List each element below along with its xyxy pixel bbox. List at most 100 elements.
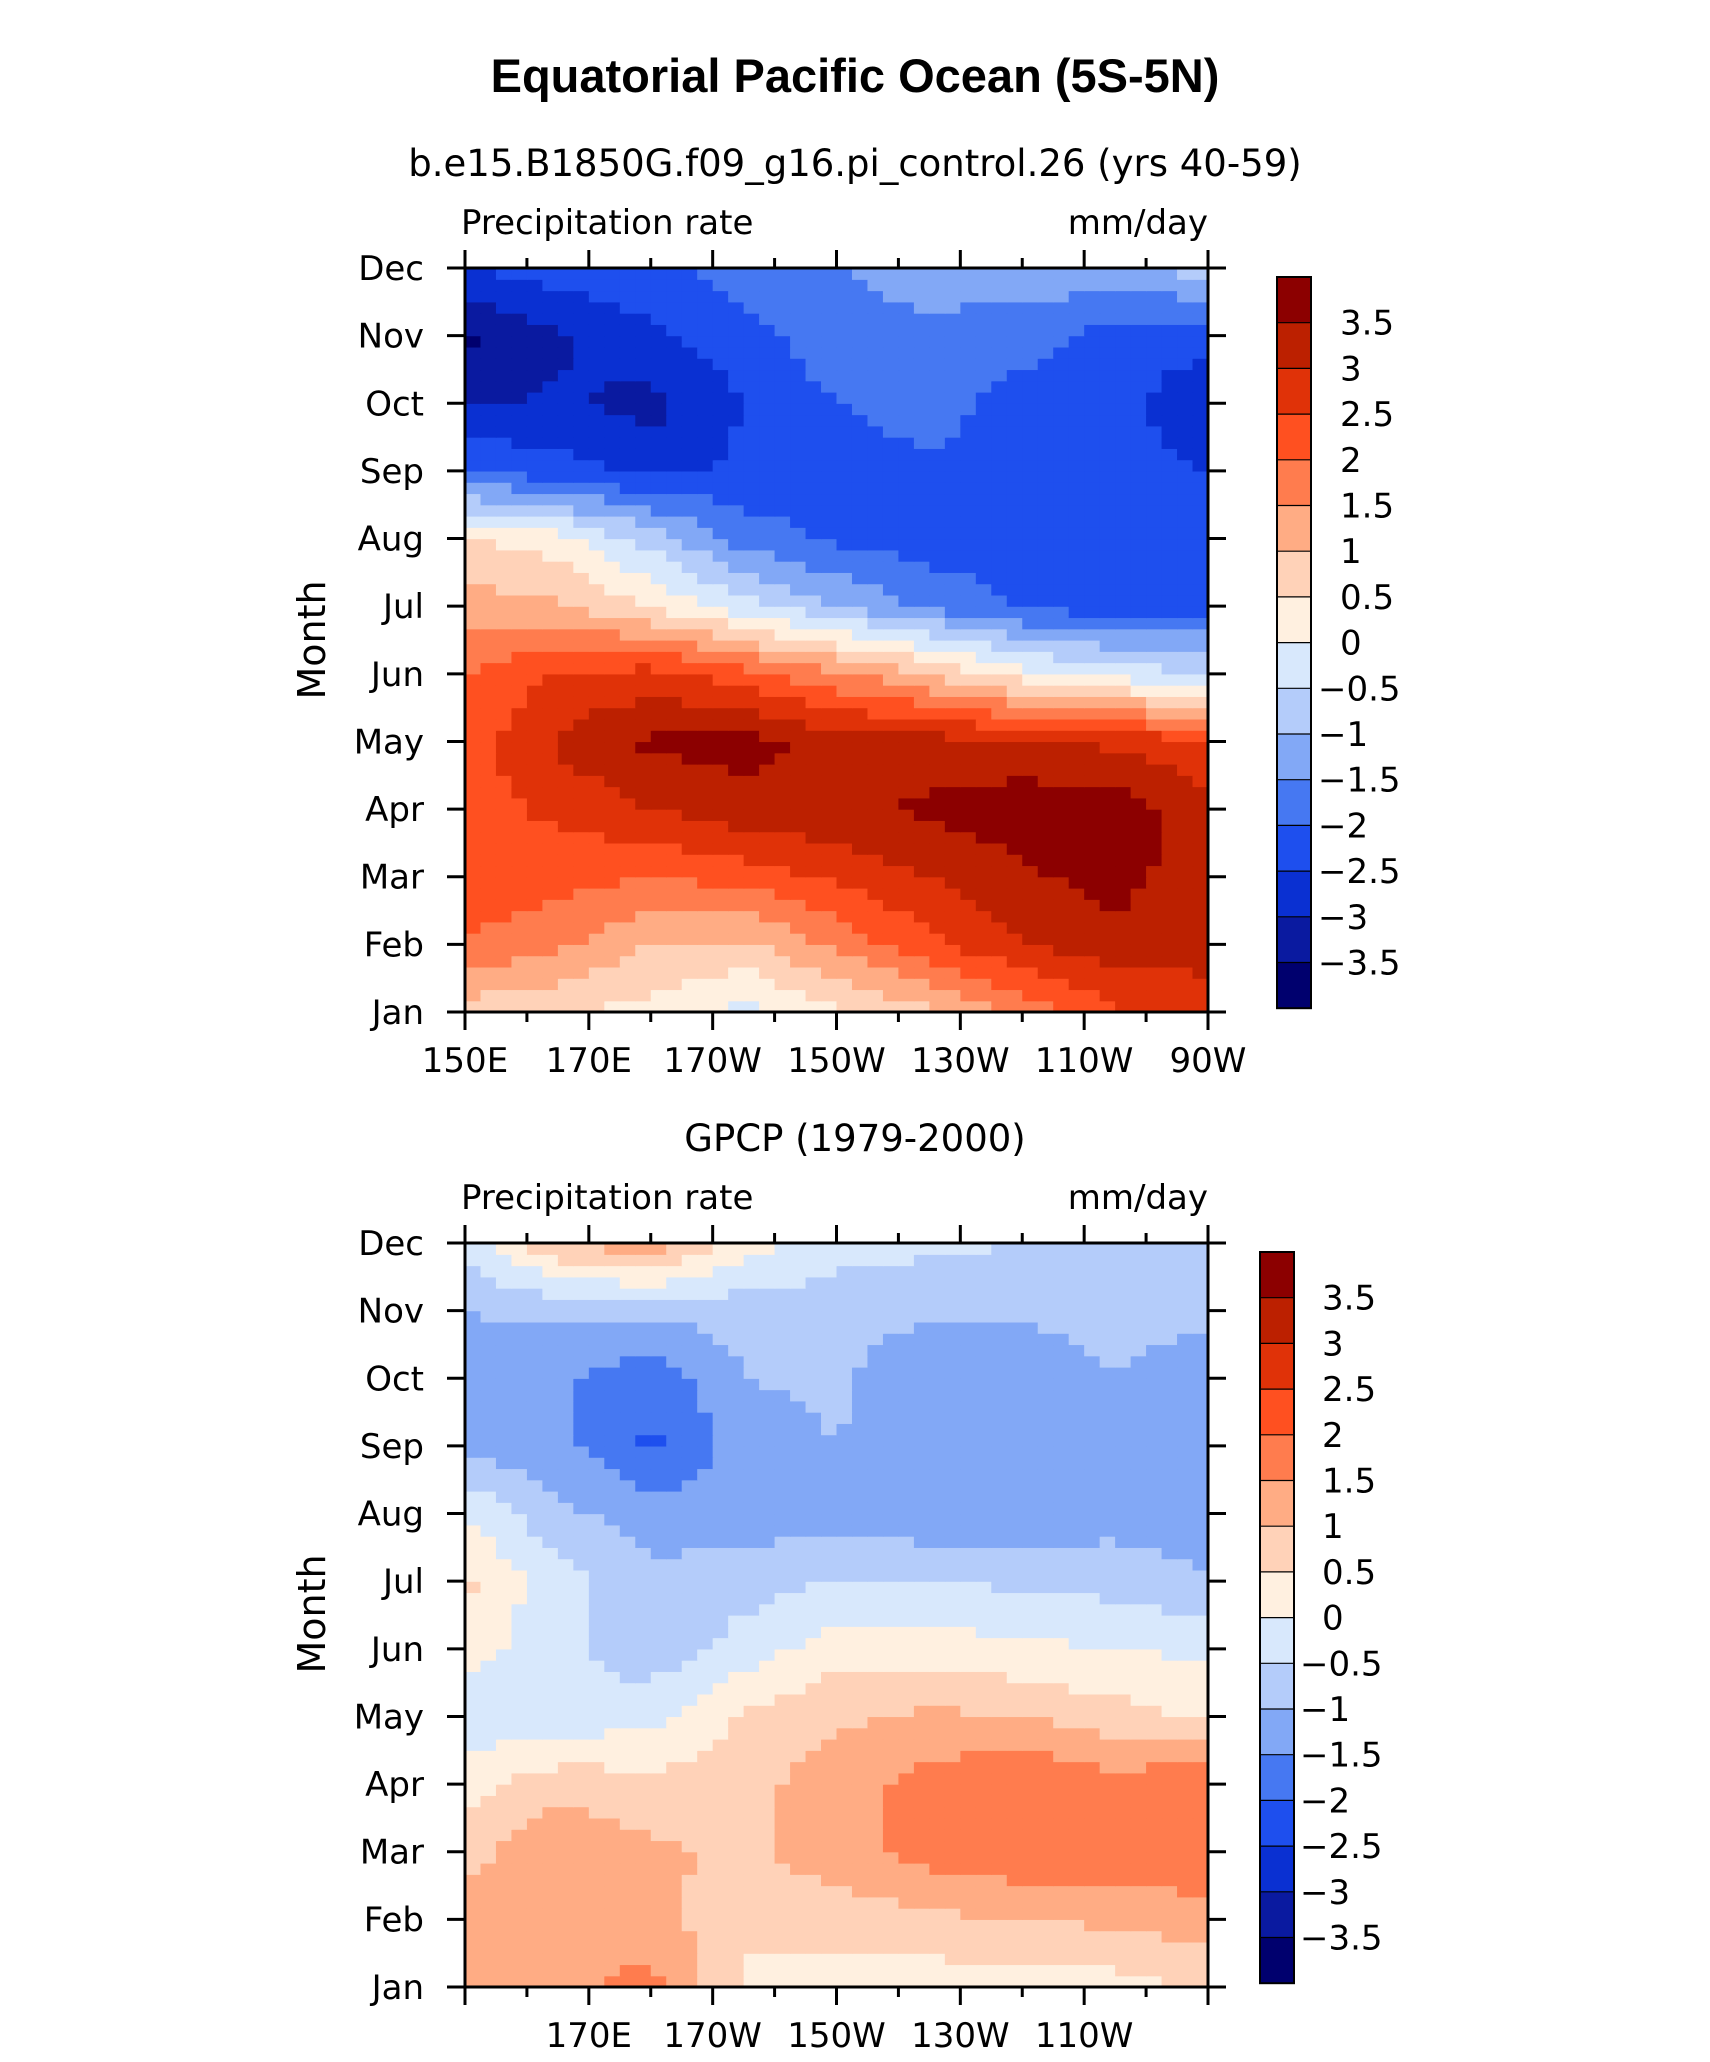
heatmap-cell [836, 369, 853, 382]
heatmap-cell [650, 549, 667, 562]
heatmap-cell [867, 752, 884, 765]
heatmap-cell [542, 516, 559, 528]
heatmap-cell [712, 459, 729, 472]
heatmap-cell [1053, 1930, 1070, 1943]
heatmap-cell [728, 1693, 745, 1706]
heatmap-cell [851, 1615, 869, 1627]
heatmap-cell [542, 335, 559, 348]
heatmap-cell [1177, 707, 1194, 720]
heatmap-cell [511, 504, 528, 517]
heatmap-cell [882, 414, 900, 427]
heatmap-cell [821, 831, 838, 844]
heatmap-cell [573, 1863, 590, 1875]
heatmap-cell [1068, 1941, 1085, 1954]
heatmap-cell [790, 279, 807, 292]
heatmap-cell [697, 1975, 714, 1988]
heatmap-cell [867, 1705, 884, 1718]
heatmap-cell [542, 1964, 559, 1977]
heatmap-cell [759, 1660, 776, 1672]
heatmap-cell [619, 1829, 636, 1842]
heatmap-cell [960, 685, 977, 697]
heatmap-cell [573, 1851, 590, 1864]
heatmap-cell [1053, 944, 1070, 957]
heatmap-cell [666, 955, 683, 968]
colorbar-swatch [1277, 551, 1311, 598]
heatmap-cell [1037, 944, 1054, 957]
heatmap-cell [1192, 425, 1209, 438]
heatmap-cell [697, 313, 714, 325]
heatmap-cell [1161, 944, 1178, 957]
heatmap-cell [759, 425, 776, 438]
heatmap-cell [1099, 809, 1116, 821]
heatmap-cell [1037, 820, 1054, 833]
heatmap-cell [480, 572, 497, 585]
heatmap-cell [712, 685, 729, 697]
heatmap-cell [1161, 1693, 1178, 1706]
heatmap-cell [975, 324, 992, 337]
heatmap-cell [944, 1784, 961, 1796]
heatmap-cell [774, 1750, 791, 1763]
heatmap-cell [898, 1603, 915, 1616]
heatmap-cell [511, 685, 528, 697]
heatmap-cell [1115, 921, 1132, 934]
heatmap-cell [805, 989, 822, 1002]
heatmap-cell [1022, 527, 1039, 540]
heatmap-cell [1022, 617, 1039, 630]
heatmap-cell [573, 1885, 590, 1898]
heatmap-cell [1130, 561, 1147, 573]
heatmap-cell [1161, 978, 1178, 991]
heatmap-cell [465, 921, 482, 934]
heatmap-cell [851, 809, 869, 821]
heatmap-cell [495, 921, 513, 934]
heatmap-cell [681, 741, 698, 754]
heatmap-cell [882, 594, 900, 607]
panel-bottom: GPCP (1979-2000) Precipitation rate mm/d… [290, 1117, 1383, 2056]
heatmap-cell [743, 1648, 760, 1661]
heatmap-cell [1146, 752, 1163, 765]
heatmap-cell [1115, 617, 1132, 630]
heatmap-cell [465, 346, 482, 359]
heatmap-cell [1192, 268, 1209, 280]
heatmap-cell [480, 1896, 497, 1909]
heatmap-cell [588, 640, 605, 652]
heatmap-cell [743, 1772, 760, 1785]
heatmap-cell [526, 1727, 543, 1740]
heatmap-cell [712, 358, 729, 371]
heatmap-cell [557, 797, 574, 810]
heatmap-cell [913, 606, 930, 619]
heatmap-cell [650, 1795, 667, 1808]
heatmap-cell [1177, 504, 1194, 517]
heatmap-cell [1022, 1975, 1039, 1988]
heatmap-cell [882, 628, 900, 641]
heatmap-cell [681, 482, 698, 495]
heatmap-cell [805, 1615, 822, 1627]
heatmap-cell [465, 1975, 482, 1988]
heatmap-cell [712, 1648, 729, 1661]
heatmap-cell [821, 1784, 838, 1796]
heatmap-cell [697, 380, 714, 393]
heatmap-cell [929, 448, 946, 461]
heatmap-cell [759, 640, 776, 652]
heatmap-cell [1192, 978, 1209, 991]
heatmap-cell [619, 617, 636, 630]
heatmap-cell [697, 752, 714, 765]
heatmap-cell [1006, 775, 1023, 788]
heatmap-cell [728, 1885, 745, 1898]
heatmap-cell [1037, 1000, 1054, 1013]
heatmap-cell [1084, 1896, 1101, 1909]
heatmap-cell [712, 1795, 729, 1808]
heatmap-cell [1130, 628, 1147, 641]
heatmap-cell [1130, 572, 1147, 585]
heatmap-cell [1130, 1615, 1147, 1627]
heatmap-cell [929, 1941, 946, 1954]
heatmap-cell [1099, 1000, 1116, 1013]
heatmap-cell [836, 470, 853, 483]
heatmap-cell [960, 1930, 977, 1943]
heatmap-cell [1192, 888, 1209, 900]
heatmap-cell [526, 966, 543, 979]
heatmap-cell [960, 1626, 977, 1639]
heatmap-cell [573, 831, 590, 844]
heatmap-cell [604, 572, 621, 585]
heatmap-cell [975, 989, 992, 1002]
heatmap-cell [898, 797, 915, 810]
